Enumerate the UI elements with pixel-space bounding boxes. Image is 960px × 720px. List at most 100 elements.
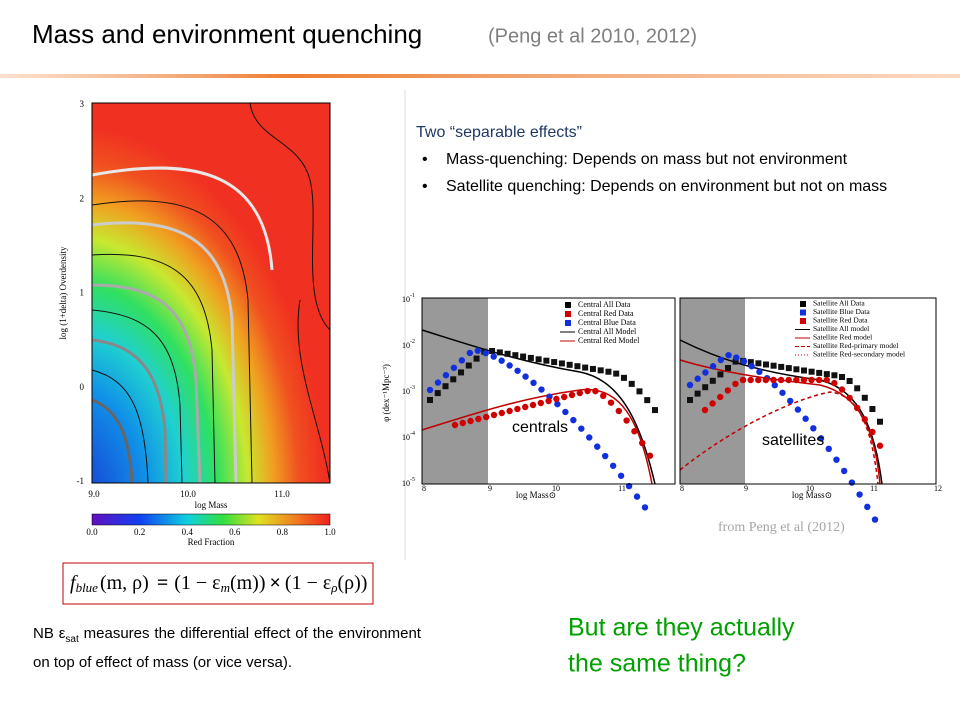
point [426, 386, 434, 394]
legend-entry: Satellite Blue Data [813, 307, 870, 316]
point [831, 372, 838, 379]
mf-y-tick-label: 10-4 [402, 431, 415, 441]
point [514, 367, 521, 374]
legend-symbol [800, 309, 806, 316]
colorbar-tick-label: 0.2 [134, 527, 145, 537]
point [756, 368, 763, 376]
point [853, 404, 861, 412]
bullet-list: • Mass-quenching: Depends on mass but not… [416, 148, 916, 198]
point [644, 397, 651, 404]
point [785, 365, 792, 372]
tick-exp: -2 [410, 339, 415, 345]
mf-x-label: log Mass⊙ [792, 490, 832, 500]
point [475, 415, 482, 423]
mf-x-tick-label: 9 [488, 484, 492, 493]
point [802, 415, 809, 422]
point [600, 392, 607, 400]
point [717, 393, 724, 401]
point [498, 357, 505, 364]
point [871, 516, 879, 523]
heatmap [92, 103, 330, 483]
caption: from Peng et al (2012) [718, 520, 845, 535]
colorbar [91, 513, 331, 526]
bullet-text: Satellite quenching: Depends on environm… [446, 178, 888, 195]
point [694, 375, 701, 382]
point [854, 385, 861, 392]
point [801, 367, 807, 374]
note-text: NB ε [33, 625, 66, 642]
point [594, 443, 601, 450]
formula-part: ρ [330, 580, 337, 595]
point [605, 368, 612, 375]
point [589, 365, 596, 372]
question-line: the same thing? [568, 650, 746, 678]
mf-x-label: log Mass⊙ [516, 490, 556, 500]
point [833, 456, 840, 463]
y-tick-label: 3 [80, 99, 85, 109]
point [817, 435, 825, 442]
data-points [426, 347, 884, 523]
point [582, 364, 589, 371]
excluded-region [680, 298, 745, 484]
note: NB εsat measures the differential effect… [33, 622, 421, 674]
point [427, 397, 433, 403]
point [762, 376, 770, 384]
mf-x-tick-label: 11 [870, 484, 878, 493]
model-curves [421, 329, 883, 485]
point [840, 467, 848, 475]
x-tick-label: 9.0 [88, 489, 100, 499]
legend-entry: Satellite Red-secondary model [813, 350, 905, 359]
tick-base: 10 [402, 387, 410, 396]
x-tick-label: 10.0 [180, 489, 196, 499]
point [578, 425, 585, 432]
point [570, 416, 577, 424]
legend-entry: Central All Data [578, 300, 631, 309]
point [794, 406, 802, 413]
point [800, 376, 808, 384]
point [465, 362, 472, 369]
mf-x-tick-label: 8 [680, 484, 684, 493]
point [831, 379, 838, 387]
mf-x-tick-label: 9 [744, 484, 748, 493]
note-text: measures the differential effect of the … [33, 625, 421, 671]
slide-title: Mass and environment quenching [32, 19, 422, 49]
point [732, 358, 739, 365]
colorbar-tick-label: 0.6 [229, 527, 241, 537]
title-rule [0, 74, 960, 78]
point [808, 368, 815, 375]
tick-exp: -1 [410, 293, 415, 299]
point [846, 378, 853, 384]
formula-part: = [157, 572, 168, 594]
point [434, 379, 442, 386]
point [514, 405, 521, 413]
point [490, 411, 498, 419]
point [620, 374, 627, 381]
formula-part: (m)) [230, 572, 266, 594]
point [562, 408, 569, 416]
point [816, 369, 823, 376]
point [694, 390, 701, 397]
mf-y-tick-label: 10-1 [402, 293, 415, 303]
point [558, 360, 565, 367]
point [770, 362, 777, 369]
mf-y-tick-label: 10-3 [402, 385, 415, 395]
mf-x-tick-label: 11 [618, 484, 626, 493]
point [467, 417, 474, 425]
point [617, 472, 625, 479]
legend-entry: Satellite Red model [813, 333, 872, 342]
legend-symbol [565, 302, 571, 308]
point [652, 407, 658, 414]
mf-y-tick-label: 10-2 [402, 339, 415, 349]
point [623, 417, 630, 424]
point [482, 349, 489, 357]
tick-exp: -3 [410, 385, 415, 391]
point [869, 406, 876, 412]
point [504, 350, 511, 357]
point [566, 361, 573, 368]
point [520, 353, 527, 360]
point [861, 394, 868, 401]
bullet: • Mass-quenching: Depends on mass but not… [416, 148, 916, 171]
note-text: sat [65, 634, 79, 645]
point [451, 421, 459, 429]
